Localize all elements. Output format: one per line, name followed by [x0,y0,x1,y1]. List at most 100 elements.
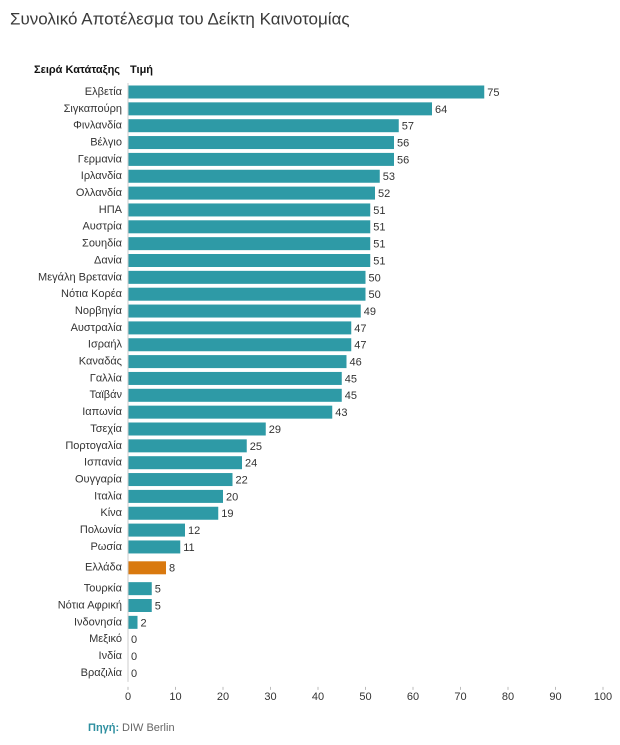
bar [128,615,138,629]
bar [128,220,371,234]
category-label: Ολλανδία [76,187,123,199]
category-label: Ινδονησία [74,616,123,628]
source: DIW Berlin [122,722,175,734]
value-label: 64 [435,104,447,116]
category-label: Ιρλανδία [81,170,123,182]
bar [128,582,152,596]
category-label: Ελλάδα [85,562,123,574]
value-label: 51 [373,239,385,251]
chart-title: Συνολικό Αποτέλεσμα του Δείκτη Καινοτομί… [10,9,350,28]
category-label: Νότια Κορέα [61,288,123,300]
bar [128,304,361,318]
x-tick-label: 60 [407,691,419,703]
x-tick-label: 30 [264,691,276,703]
value-label: 0 [131,634,137,646]
category-label: Μεγάλη Βρετανία [38,271,123,283]
bar [128,321,352,335]
x-tick-label: 80 [502,691,514,703]
category-label: Αυστραλία [71,322,123,334]
value-label: 50 [369,289,381,301]
value-label: 0 [131,651,137,663]
category-label: Ταϊβάν [89,389,122,401]
value-label: 56 [397,154,409,166]
category-label: Ιταλία [94,490,123,502]
x-tick-label: 40 [312,691,324,703]
value-label: 45 [345,373,357,385]
bar [128,136,394,150]
bar [128,102,432,116]
bar [128,388,342,402]
category-label: Νότια Αφρική [58,599,122,611]
value-label: 46 [350,357,362,369]
value-label: 53 [383,171,395,183]
value-label: 12 [188,525,200,537]
bar [128,287,366,301]
x-tick-label: 100 [594,691,612,703]
value-label: 52 [378,188,390,200]
bar [128,473,233,487]
bar [128,561,166,575]
value-label: 24 [245,458,257,470]
value-label: 5 [155,584,161,596]
value-label: 49 [364,306,376,318]
category-label: Ουγγαρία [75,473,123,485]
category-label: Ιαπωνία [82,406,122,418]
bar [128,371,342,385]
category-label: Αυστρία [82,221,122,233]
source-label: Πηγή: [88,722,119,734]
bar [128,119,399,133]
category-label: Νορβηγία [75,305,123,317]
bar [128,439,247,453]
category-label: Ινδία [99,650,123,662]
value-label: 43 [335,407,347,419]
value-label: 11 [183,542,194,554]
value-label: 0 [131,668,137,680]
category-header: Σειρά Κατάταξης [34,64,120,76]
category-label: Πολωνία [80,524,123,536]
bar [128,338,352,352]
value-label: 47 [354,340,366,352]
value-label: 25 [250,441,262,453]
category-label: Δανία [94,254,123,266]
value-label: 5 [155,600,161,612]
value-label: 50 [369,272,381,284]
value-label: 51 [373,205,385,217]
bar [128,355,347,369]
bar [128,540,181,554]
category-label: Τσεχία [90,423,122,435]
bar [128,456,242,470]
value-label: 45 [345,390,357,402]
category-label: Ισραήλ [88,339,123,351]
category-label: Φινλανδία [73,120,122,132]
value-label: 75 [487,87,499,99]
value-label: 51 [373,255,385,267]
value-header: Τιμή [130,64,153,76]
bar [128,489,223,503]
category-label: Ελβετία [85,86,123,98]
category-label: Γερμανία [78,153,123,165]
bar [128,405,333,419]
category-label: Σιγκαπούρη [64,103,122,115]
bar [128,186,375,200]
value-label: 47 [354,323,366,335]
bar [128,422,266,436]
value-label: 22 [236,474,248,486]
bar [128,599,152,612]
bar [128,270,366,284]
x-tick-label: 20 [217,691,229,703]
bar [128,523,185,537]
category-label: Κίνα [100,507,122,519]
category-label: Πορτογαλία [65,440,122,452]
bar [128,237,371,251]
category-label: Τουρκία [84,583,123,595]
value-label: 2 [141,617,147,629]
x-tick-label: 0 [125,691,131,703]
category-label: Καναδάς [79,356,122,368]
category-label: Ισπανία [84,457,123,469]
category-label: Σουηδία [82,238,123,250]
value-label: 20 [226,491,238,503]
bar [128,152,394,166]
x-tick-label: 70 [454,691,466,703]
